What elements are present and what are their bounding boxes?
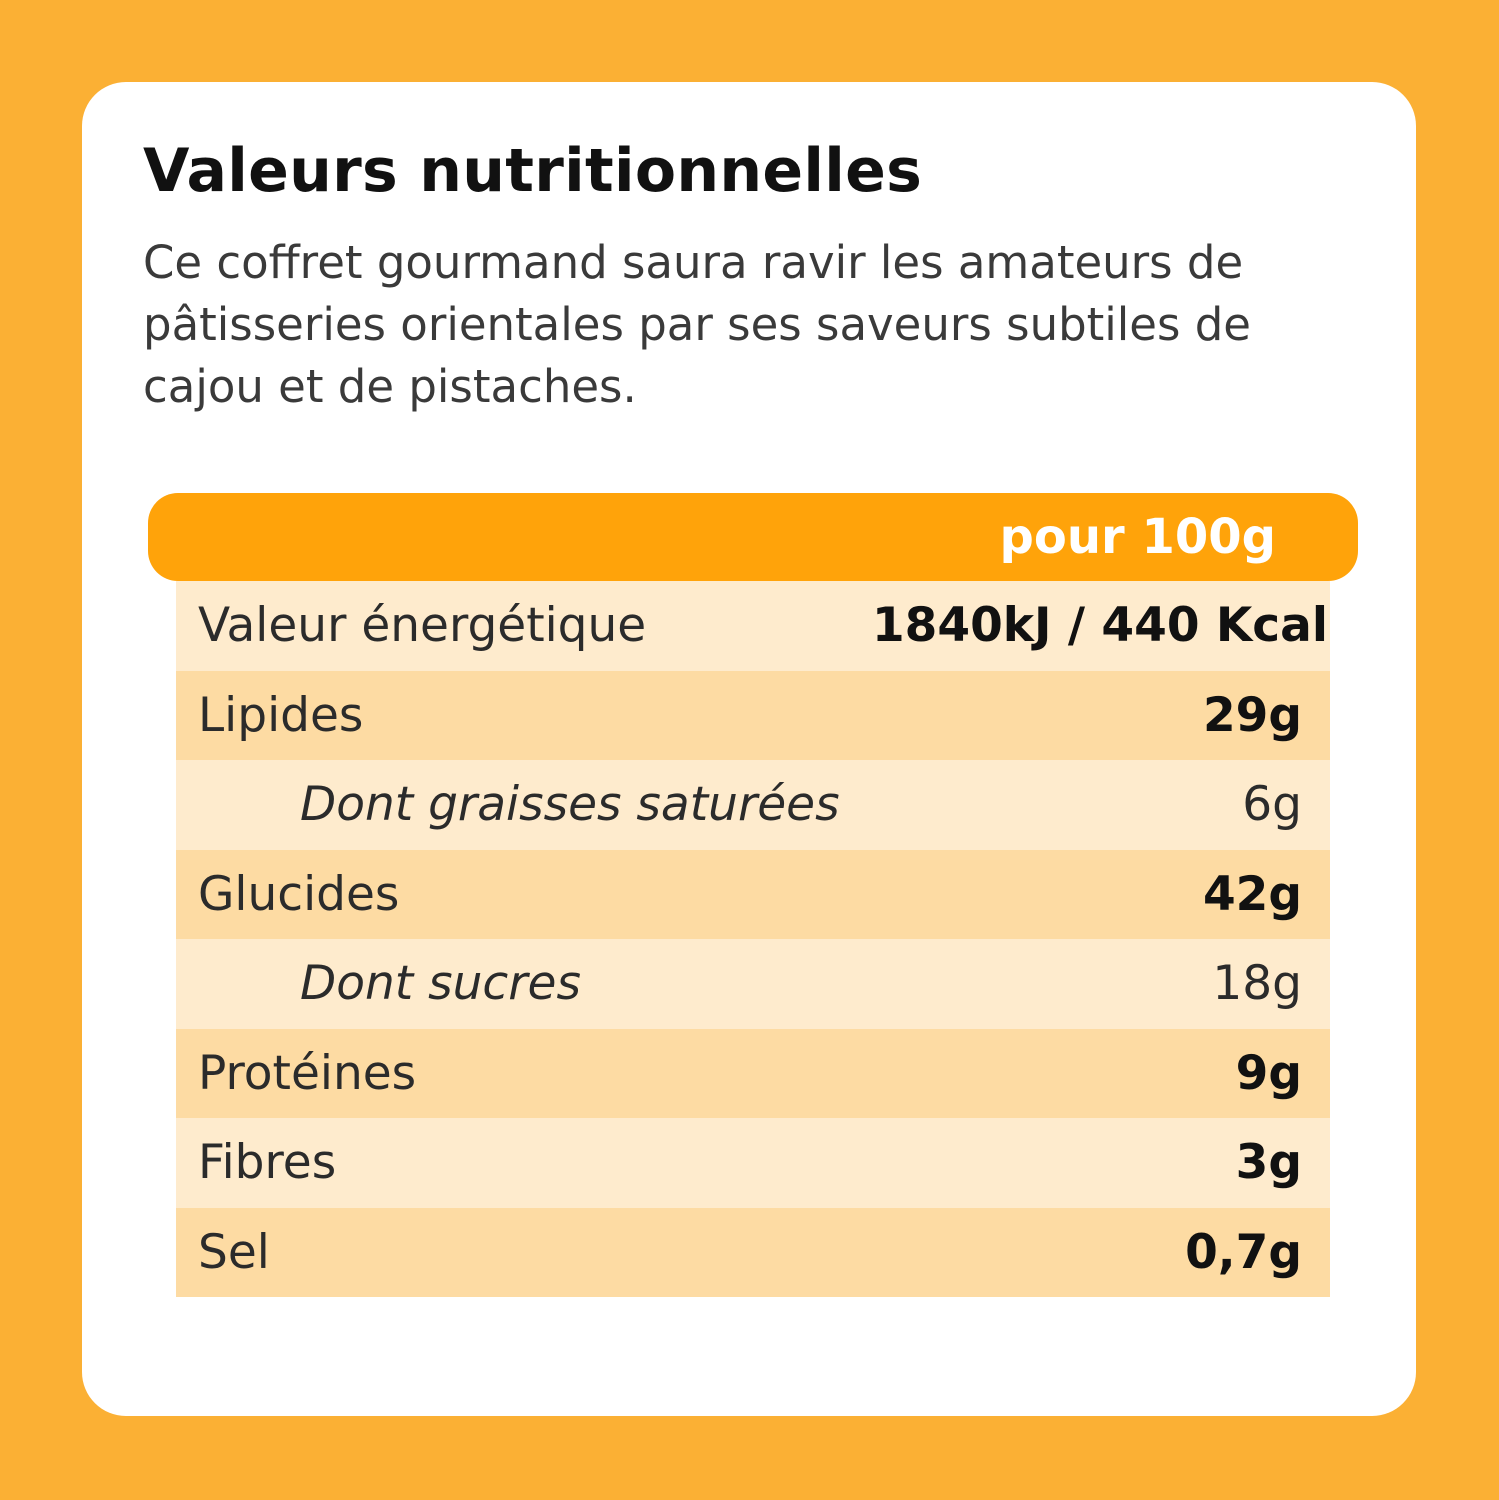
row-label-sel: Sel <box>198 1224 270 1280</box>
table-row-proteines: Protéines 9g <box>176 1028 1330 1118</box>
row-label-sugars: Dont sucres <box>300 956 581 1011</box>
table-row-sugars: Dont sucres 18g <box>176 939 1330 1029</box>
row-label-glucides: Glucides <box>198 866 400 922</box>
row-label-lipides: Lipides <box>198 687 364 743</box>
table-row-glucides: Glucides 42g <box>176 849 1330 939</box>
product-description: Ce coffret gourmand saura ravir les amat… <box>143 236 1251 413</box>
table-row-sel: Sel 0,7g <box>176 1207 1330 1297</box>
table-header-bar: pour 100g <box>148 493 1358 581</box>
row-value-proteines: 9g <box>1235 1045 1302 1101</box>
row-label-energy: Valeur énergétique <box>198 598 647 653</box>
table-row-lipides: Lipides 29g <box>176 670 1330 760</box>
row-value-glucides: 42g <box>1202 866 1302 922</box>
page-title: Valeurs nutritionnelles <box>143 136 923 206</box>
table-row-energy: Valeur énergétique 1840kJ / 440 Kcal <box>176 581 1330 671</box>
row-label-saturated-fat: Dont graisses saturées <box>300 777 840 832</box>
row-value-sugars: 18g <box>1212 956 1302 1011</box>
row-label-proteines: Protéines <box>198 1045 417 1101</box>
row-value-saturated-fat: 6g <box>1242 777 1302 832</box>
row-label-fibres: Fibres <box>198 1135 337 1190</box>
row-value-lipides: 29g <box>1202 687 1302 743</box>
per-100g-label: pour 100g <box>999 509 1276 565</box>
nutrition-table: Valeur énergétique 1840kJ / 440 Kcal Lip… <box>176 581 1330 1297</box>
row-value-energy: 1840kJ / 440 Kcal <box>871 598 1328 653</box>
table-row-saturated-fat: Dont graisses saturées 6g <box>176 760 1330 850</box>
table-row-fibres: Fibres 3g <box>176 1118 1330 1208</box>
row-value-sel: 0,7g <box>1185 1224 1302 1280</box>
row-value-fibres: 3g <box>1235 1135 1302 1190</box>
